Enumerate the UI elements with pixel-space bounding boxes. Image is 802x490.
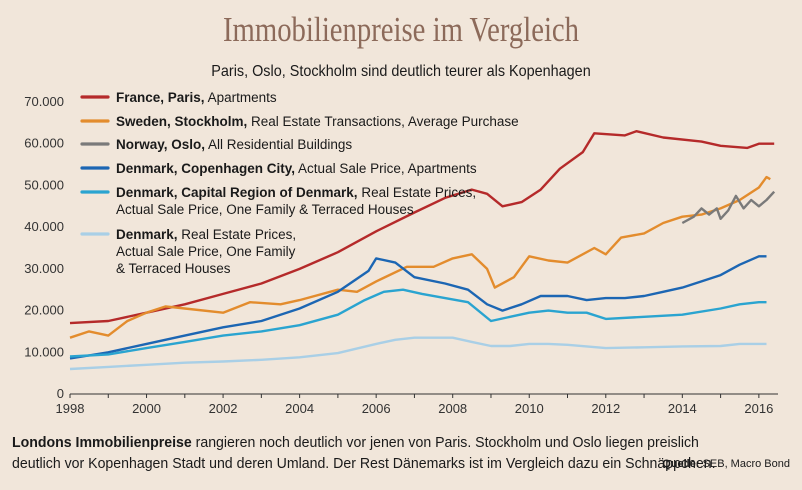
legend-label-6: & Terraced Houses	[116, 261, 231, 276]
x-tick-label: 2014	[668, 401, 697, 416]
series-line-4	[69, 255, 767, 360]
x-tick-label: 2008	[438, 401, 467, 416]
x-tick-label: 1998	[56, 401, 85, 416]
x-tick-label: 2000	[132, 401, 161, 416]
y-tick-label: 70.000	[24, 94, 64, 109]
y-tick-label: 30.000	[24, 261, 64, 276]
footer-text: Londons Immobilienpreise rangieren noch …	[12, 432, 733, 474]
series-line-3	[681, 190, 776, 225]
source-note: Quelle: SEB, Macro Bond	[662, 458, 790, 470]
legend-label-6: Actual Sale Price, One Family	[116, 244, 296, 259]
series-line-6	[69, 336, 767, 371]
source-value: SEB, Macro Bond	[702, 458, 790, 470]
x-tick-label: 2016	[744, 401, 773, 416]
y-tick-label: 60.000	[24, 136, 64, 151]
source-label: Quelle:	[662, 458, 700, 470]
legend-label-5: Actual Sale Price, One Family & Terraced…	[116, 202, 414, 217]
legend-label-6: Denmark, Real Estate Prices,	[116, 227, 296, 242]
chart-legend: France, Paris, Apartments Sweden, Stockho…	[80, 90, 519, 276]
page-subtitle: Paris, Oslo, Stockholm sind deutlich teu…	[211, 63, 591, 80]
series-line-5	[69, 288, 767, 358]
y-tick-label: 10.000	[24, 344, 64, 359]
legend-label-3: Norway, Oslo, All Residential Buildings	[116, 137, 352, 152]
page-title: Immobilienpreise im Vergleich	[222, 10, 580, 49]
y-tick-label: 50.000	[24, 177, 64, 192]
series-line-2	[69, 175, 771, 339]
x-tick-label: 2010	[515, 401, 544, 416]
footer-body: rangieren noch deutlich vor jenen von Pa…	[12, 434, 716, 472]
footer-lead-bold: Londons Immobilienpreise	[12, 434, 192, 451]
legend-label-5: Denmark, Capital Region of Denmark, Real…	[116, 185, 476, 200]
chart-axes: 0 10.000 20.000 30.000 40.000 50.000 60.000 70.…	[24, 94, 778, 416]
x-tick-label: 2012	[591, 401, 620, 416]
x-tick-label: 2006	[362, 401, 391, 416]
legend-label-1: France, Paris, Apartments	[116, 90, 277, 105]
legend-label-2: Sweden, Stockholm, Real Estate Transacti…	[116, 114, 519, 129]
line-chart: 0 10.000 20.000 30.000 40.000 50.000 60.000 70.…	[24, 90, 778, 416]
y-tick-label: 20.000	[24, 303, 64, 318]
legend-label-4: Denmark, Copenhagen City, Actual Sale Pr…	[116, 161, 477, 176]
y-tick-label: 0	[57, 386, 64, 401]
y-tick-label: 40.000	[24, 219, 64, 234]
x-tick-label: 2004	[285, 401, 314, 416]
chart-series-lines	[69, 130, 776, 371]
x-tick-label: 2002	[209, 401, 238, 416]
series-line-1	[69, 130, 775, 325]
